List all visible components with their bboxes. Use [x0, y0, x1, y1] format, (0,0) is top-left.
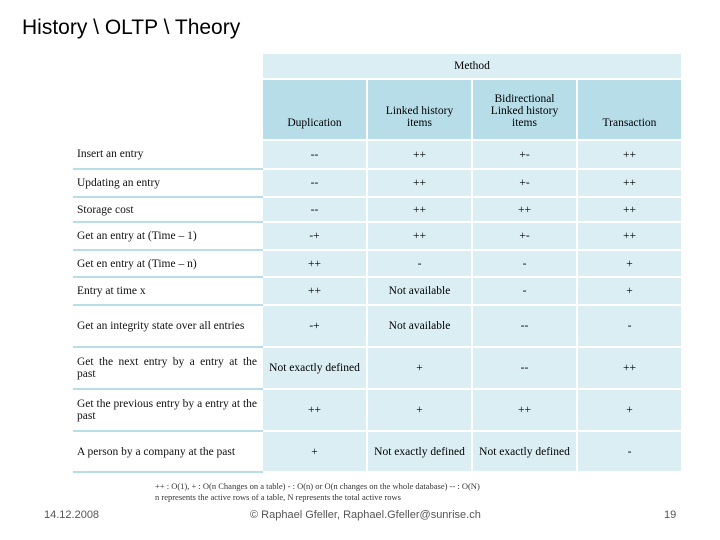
cell: ++	[261, 249, 368, 278]
column-header: Transaction	[576, 78, 683, 141]
cell: Not available	[366, 304, 473, 348]
cell: +	[261, 430, 368, 473]
row-label: Get the previous entry by a entry at the…	[73, 389, 262, 432]
cell: -	[471, 249, 578, 278]
cell: -+	[261, 304, 368, 348]
cell: +	[576, 276, 683, 306]
blank	[73, 53, 262, 79]
cell: ++	[576, 346, 683, 390]
row-label: Get en entry at (Time – n)	[73, 250, 262, 278]
cell: +	[576, 388, 683, 432]
cell: Not available	[366, 276, 473, 306]
cell: +-	[471, 221, 578, 251]
row: Get an entry at (Time – 1) -+ ++ +- ++	[73, 221, 683, 251]
cell: +	[366, 388, 473, 432]
row-label: A person by a company at the past	[73, 431, 262, 473]
cell: -	[576, 304, 683, 348]
comparison-table: Method Duplication Linked history items Bid…	[73, 52, 683, 473]
row-label: Updating an entry	[73, 169, 262, 198]
cell: --	[471, 346, 578, 390]
row: A person by a company at the past + Not ex…	[73, 430, 683, 473]
cell: -	[366, 249, 473, 278]
row: Updating an entry -- ++ +- ++	[73, 168, 683, 198]
header-row: Method	[73, 52, 683, 80]
cell: ++	[366, 139, 473, 170]
footer-author: © Raphael Gfeller, Raphael.Gfeller@sunri…	[250, 509, 481, 521]
cell: ++	[261, 276, 368, 306]
cell: -	[471, 276, 578, 306]
cell: -+	[261, 221, 368, 251]
cell: ++	[471, 196, 578, 223]
row-label: Insert an entry	[73, 140, 262, 170]
group-header: Method	[261, 52, 683, 80]
row: Entry at time x ++ Not available - +	[73, 276, 683, 306]
cell: +-	[471, 168, 578, 198]
cell: +	[366, 346, 473, 390]
row: Insert an entry -- ++ +- ++	[73, 139, 683, 170]
blank	[73, 79, 262, 140]
cell: ++	[366, 168, 473, 198]
row: Get en entry at (Time – n) ++ - - +	[73, 249, 683, 278]
row-label: Storage cost	[73, 197, 262, 223]
cell: ++	[576, 168, 683, 198]
row-label: Entry at time x	[73, 277, 262, 306]
cell: ++	[576, 221, 683, 251]
row-label: Get the next entry by a entry at the pas…	[73, 347, 262, 390]
notes: ++ : O(1), + : O(n Changes on a table) -…	[155, 481, 480, 503]
row: Get the previous entry by a entry at the…	[73, 388, 683, 432]
cell: --	[261, 196, 368, 223]
cell: ++	[576, 139, 683, 170]
cell: ++	[576, 196, 683, 223]
note: ++ : O(1), + : O(n Changes on a table) -…	[155, 481, 480, 491]
cell: Not exactly defined	[261, 346, 368, 390]
cell: +-	[471, 139, 578, 170]
row-label: Get an entry at (Time – 1)	[73, 222, 262, 251]
cell: ++	[261, 388, 368, 432]
column-header: Duplication	[261, 78, 368, 141]
row-label: Get an integrity state over all entries	[73, 305, 262, 348]
cell: Not exactly defined	[366, 430, 473, 473]
cell: ++	[366, 221, 473, 251]
row: Storage cost -- ++ ++ ++	[73, 196, 683, 223]
footer-page: 19	[664, 509, 677, 521]
cell: -	[576, 430, 683, 473]
cell: --	[261, 168, 368, 198]
cell: --	[261, 139, 368, 170]
cell: Not exactly defined	[471, 430, 578, 473]
cell: ++	[366, 196, 473, 223]
cell: --	[471, 304, 578, 348]
header-row: Duplication Linked history items Bidirecti…	[73, 78, 683, 141]
cell: +	[576, 249, 683, 278]
column-header: Linked history items	[366, 78, 473, 141]
row: Get an integrity state over all entries -…	[73, 304, 683, 348]
slide-title: History \ OLTP \ Theory	[22, 16, 241, 39]
row: Get the next entry by a entry at the pas…	[73, 346, 683, 390]
footer-date: 14.12.2008	[44, 509, 100, 521]
note: n represents the active rows of a table,…	[155, 492, 401, 502]
cell: ++	[471, 388, 578, 432]
column-header: Bidirectional Linked history items	[471, 78, 578, 141]
